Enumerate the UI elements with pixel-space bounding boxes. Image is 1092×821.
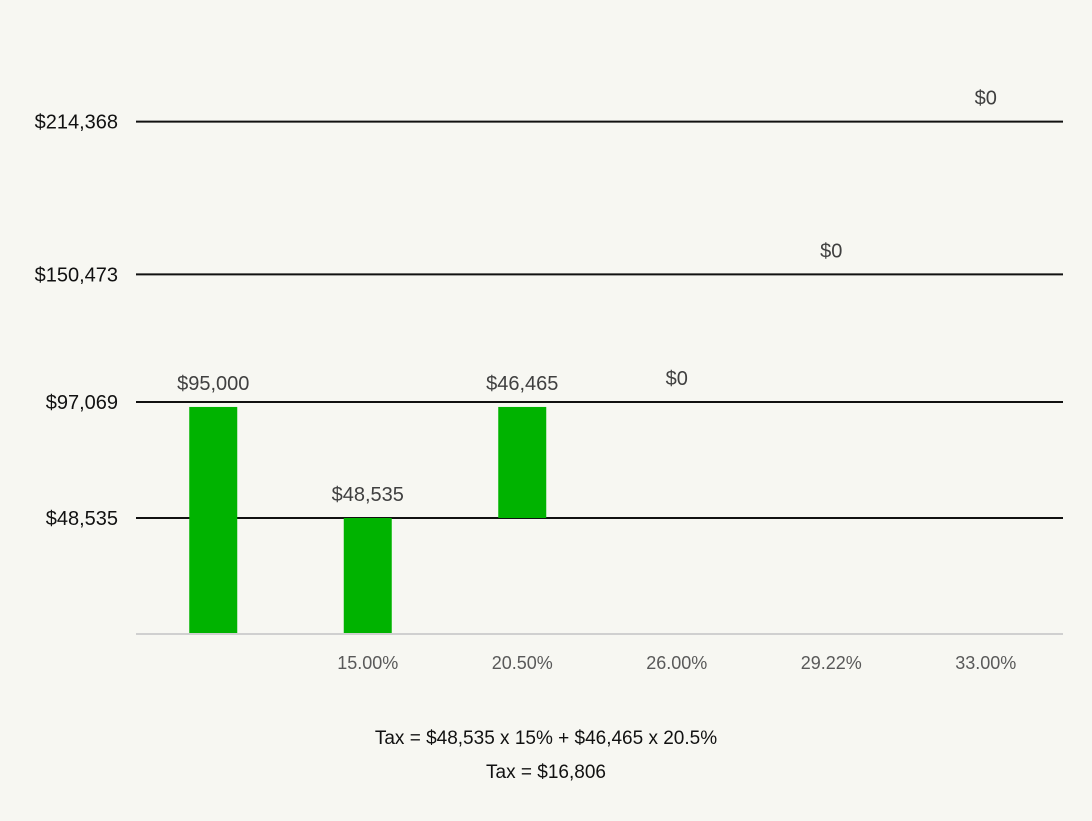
bar — [343, 518, 392, 634]
category-label: 20.50% — [492, 653, 553, 673]
category-label: 29.22% — [801, 653, 862, 673]
category-label: 26.00% — [646, 653, 707, 673]
bracket-label: $97,069 — [46, 392, 118, 414]
category-label: 15.00% — [337, 653, 398, 673]
bar-value-label: $46,465 — [486, 373, 558, 395]
bar — [189, 406, 238, 634]
bar-value-label: $48,535 — [332, 484, 404, 506]
category-label: 33.00% — [955, 653, 1016, 673]
bar-value-label: $0 — [666, 368, 688, 390]
bar-value-label: $95,000 — [177, 373, 249, 395]
tax-total-caption: Tax = $16,806 — [486, 762, 606, 783]
bracket-label: $214,368 — [35, 112, 118, 134]
bracket-label: $48,535 — [46, 508, 118, 530]
bracket-label: $150,473 — [35, 264, 118, 286]
bar-value-label: $0 — [975, 88, 997, 110]
tax-formula-caption: Tax = $48,535 x 15% + $46,465 x 20.5% — [374, 728, 718, 749]
bar — [498, 406, 547, 518]
bar-value-label: $0 — [820, 240, 842, 262]
